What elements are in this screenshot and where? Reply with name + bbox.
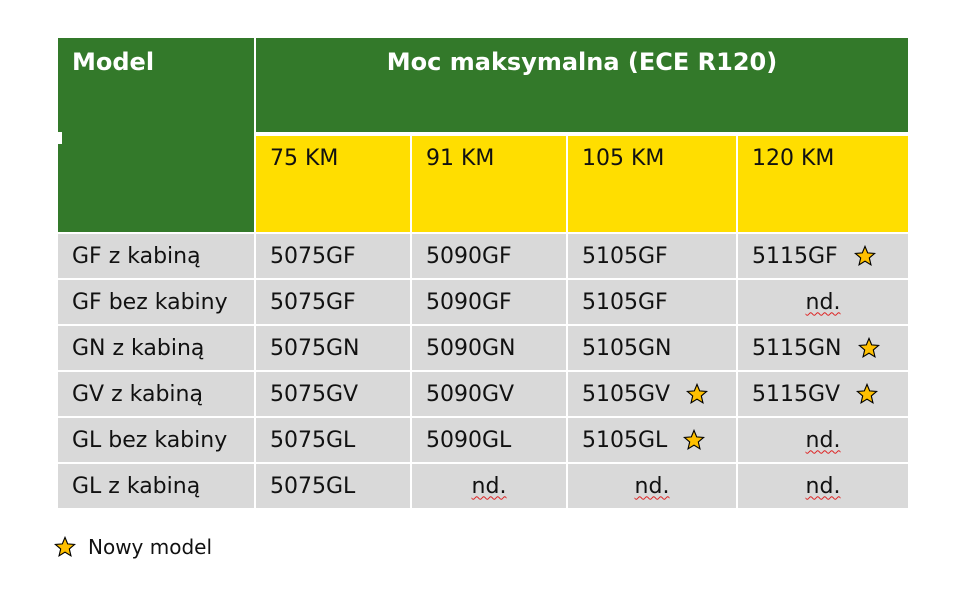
model-code: 5075GF xyxy=(270,289,356,315)
model-code: 5090GV xyxy=(426,381,515,407)
model-code: 5115GF xyxy=(752,243,838,269)
table-cell: 5075GF xyxy=(256,234,410,278)
table-cell: nd. xyxy=(738,280,908,324)
models-table: Model Moc maksymalna (ECE R120) 75 KM 91 … xyxy=(58,38,908,508)
model-code: 5075GV xyxy=(270,381,359,407)
header-km-3: 120 KM xyxy=(738,136,908,232)
star-icon xyxy=(686,382,709,405)
table-cell: 5075GL xyxy=(256,464,410,508)
table-cell: nd. xyxy=(738,418,908,462)
legend-label: Nowy model xyxy=(88,535,213,559)
header-max-power: Moc maksymalna (ECE R120) xyxy=(256,38,908,132)
not-available-text: nd. xyxy=(805,289,841,315)
table-cell: 5115GV xyxy=(738,372,908,416)
table-cell: 5090GN xyxy=(412,326,566,370)
not-available-text: nd. xyxy=(471,473,507,499)
star-icon xyxy=(853,244,876,267)
table-cell: nd. xyxy=(738,464,908,508)
row-label: GF z kabiną xyxy=(58,234,254,278)
table-cell: 5105GL xyxy=(568,418,736,462)
model-code: 5105GF xyxy=(582,289,668,315)
header-km-0: 75 KM xyxy=(256,136,410,232)
table-cell: 5115GN xyxy=(738,326,908,370)
model-code: 5075GL xyxy=(270,427,356,453)
header-notch xyxy=(56,132,62,144)
model-code: 5105GF xyxy=(582,243,668,269)
not-available-text: nd. xyxy=(805,427,841,453)
table-cell: nd. xyxy=(412,464,566,508)
table-cell: 5090GF xyxy=(412,234,566,278)
table-cell: 5075GV xyxy=(256,372,410,416)
model-code: 5075GN xyxy=(270,335,360,361)
model-code: 5075GF xyxy=(270,243,356,269)
table-cell: 5090GV xyxy=(412,372,566,416)
table-cell: 5075GN xyxy=(256,326,410,370)
star-icon xyxy=(53,535,77,558)
row-label: GL z kabiną xyxy=(58,464,254,508)
header-km-1: 91 KM xyxy=(412,136,566,232)
table-cell: 5105GN xyxy=(568,326,736,370)
model-code: 5090GL xyxy=(426,427,512,453)
header-km-2: 105 KM xyxy=(568,136,736,232)
star-icon xyxy=(856,382,879,405)
table-cell: nd. xyxy=(568,464,736,508)
row-label: GN z kabiną xyxy=(58,326,254,370)
model-code: 5075GL xyxy=(270,473,356,499)
table-cell: 5090GF xyxy=(412,280,566,324)
header-model: Model xyxy=(58,38,254,232)
model-code: 5105GV xyxy=(582,381,671,407)
table-cell: 5075GF xyxy=(256,280,410,324)
table-cell: 5115GF xyxy=(738,234,908,278)
model-code: 5115GV xyxy=(752,381,841,407)
model-code: 5090GF xyxy=(426,243,512,269)
table-cell: 5105GF xyxy=(568,280,736,324)
star-icon xyxy=(683,428,706,451)
row-label: GV z kabiną xyxy=(58,372,254,416)
row-label: GL bez kabiny xyxy=(58,418,254,462)
star-icon xyxy=(857,336,880,359)
table-cell: 5075GL xyxy=(256,418,410,462)
model-code: 5105GN xyxy=(582,335,672,361)
legend: Nowy model xyxy=(53,535,213,559)
table-cell: 5090GL xyxy=(412,418,566,462)
table-cell: 5105GF xyxy=(568,234,736,278)
model-code: 5105GL xyxy=(582,427,668,453)
table-cell: 5105GV xyxy=(568,372,736,416)
row-label: GF bez kabiny xyxy=(58,280,254,324)
model-code: 5090GF xyxy=(426,289,512,315)
model-code: 5090GN xyxy=(426,335,516,361)
model-code: 5115GN xyxy=(752,335,842,361)
not-available-text: nd. xyxy=(634,473,670,499)
not-available-text: nd. xyxy=(805,473,841,499)
